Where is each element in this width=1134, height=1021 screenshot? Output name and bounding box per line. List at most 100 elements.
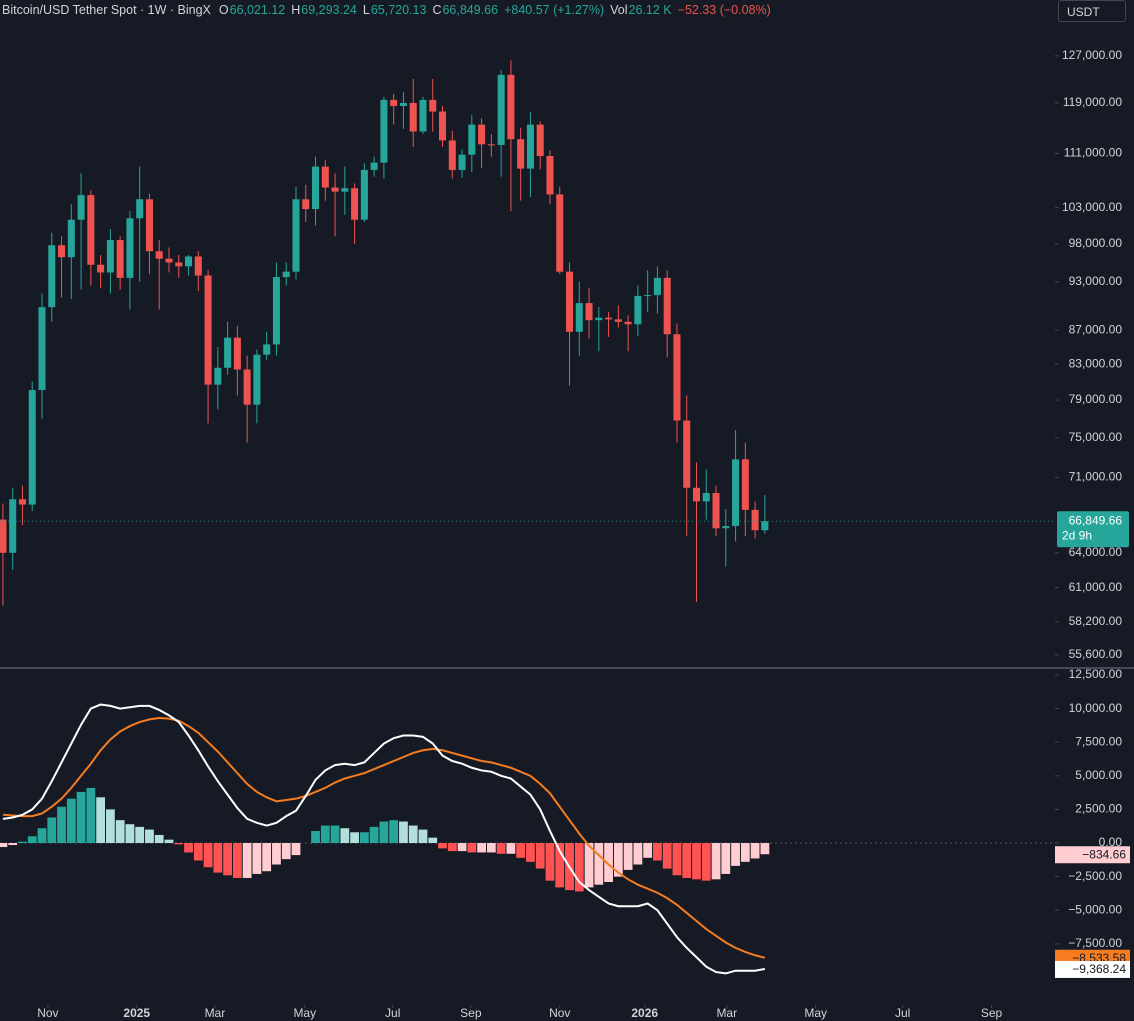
candle-body — [468, 124, 476, 155]
y-tick-label: 58,200.00 — [1069, 614, 1123, 628]
y-tick-label: 10,000.00 — [1069, 701, 1123, 715]
legend: Bitcoin/USD Tether Spot · 1W · BingX O66,… — [2, 3, 771, 17]
histogram-bar — [643, 843, 653, 858]
candle-body — [185, 256, 193, 267]
candle-body — [722, 526, 730, 529]
candle-body — [58, 245, 66, 258]
histogram-bar — [486, 843, 496, 853]
candle-body — [370, 162, 378, 170]
candle-body — [87, 195, 95, 265]
candle-body — [0, 519, 7, 553]
histogram-bar — [584, 843, 594, 888]
histogram-bar — [711, 843, 721, 880]
histogram-bar — [145, 829, 154, 844]
candle-body — [683, 420, 691, 488]
y-tick-label: 7,500.00 — [1075, 734, 1122, 748]
candle-body — [253, 354, 261, 405]
candle-body — [673, 334, 681, 421]
histogram-bar — [408, 825, 418, 844]
histogram-bar — [662, 843, 672, 869]
candle-body — [556, 194, 564, 272]
signal-line — [2, 717, 766, 959]
histogram-bar — [340, 828, 350, 844]
y-tick-label: 5,000.00 — [1075, 768, 1122, 782]
histogram-bar — [96, 797, 106, 844]
x-tick-label: Mar — [205, 1006, 226, 1020]
histogram-bar — [105, 809, 115, 844]
y-tick-label: 71,000.00 — [1069, 470, 1123, 484]
histogram-bar — [379, 821, 389, 844]
histogram-bar — [672, 843, 682, 876]
candle-body — [272, 277, 280, 345]
x-tick-label: Jul — [385, 1006, 400, 1020]
y-tick-label: 93,000.00 — [1069, 274, 1123, 288]
x-tick-label: Nov — [37, 1006, 58, 1020]
histogram-bar — [311, 830, 320, 844]
candle-body — [634, 295, 642, 325]
histogram-bar — [27, 836, 37, 844]
histogram-bar — [467, 843, 477, 853]
histogram-bar — [0, 843, 8, 848]
candle-body — [605, 317, 613, 320]
candle-body — [712, 492, 720, 529]
candle-body — [741, 459, 749, 510]
histogram-bar — [594, 843, 604, 885]
macd-badge — [1055, 960, 1130, 978]
candle-body — [126, 218, 134, 278]
currency-button[interactable]: USDT — [1058, 0, 1126, 22]
candle-body — [448, 140, 456, 170]
histogram-bar — [623, 843, 633, 870]
histogram-bar — [281, 843, 291, 860]
y-tick-label: 61,000.00 — [1069, 580, 1123, 594]
histogram-bar — [86, 787, 96, 844]
histogram-bar — [164, 839, 174, 844]
candle-body — [233, 337, 241, 370]
x-tick-label: May — [293, 1006, 316, 1020]
histogram-bar — [721, 843, 731, 874]
y-tick-label: 0.00 — [1099, 835, 1123, 849]
histogram-bar — [203, 843, 213, 868]
symbol: Bitcoin/USD Tether Spot · 1W · BingX — [2, 3, 211, 17]
histogram-bar — [154, 834, 164, 844]
candle-body — [546, 156, 554, 195]
histogram-bar — [174, 843, 184, 845]
candle-body — [224, 337, 232, 368]
candle-body — [67, 219, 75, 258]
candle-body — [116, 240, 124, 278]
candle-body — [438, 111, 447, 141]
vol-change: −52.33 (−0.08%) — [677, 3, 771, 17]
candle-body — [751, 509, 759, 531]
candle-body — [595, 317, 603, 321]
histogram-bar — [57, 806, 66, 844]
y-tick-label: 103,000.00 — [1062, 200, 1122, 214]
h-val: 69,293.24 — [301, 3, 357, 17]
histogram-bar — [750, 843, 760, 859]
histogram-bar — [633, 843, 643, 865]
histogram-badge — [1055, 846, 1130, 864]
histogram-bar — [555, 843, 565, 888]
histogram-bar — [369, 826, 379, 844]
histogram-bar — [330, 825, 340, 844]
candle-body — [106, 240, 114, 273]
l-val: 65,720.13 — [370, 3, 427, 17]
histogram-bar — [389, 820, 399, 844]
candle-body — [702, 492, 710, 502]
histogram-bar — [125, 824, 135, 844]
y-tick-label: 119,000.00 — [1063, 95, 1122, 109]
histogram-bar — [604, 843, 613, 883]
histogram-bar — [8, 843, 18, 846]
y-tick-label: 64,000.00 — [1069, 545, 1123, 559]
histogram-bar — [526, 843, 535, 862]
candle-body — [312, 166, 320, 210]
histogram-bar — [242, 843, 252, 878]
histogram-bar — [76, 791, 86, 844]
candle-body — [732, 459, 740, 527]
histogram-bar — [66, 798, 76, 844]
candle-body — [458, 154, 466, 170]
candle-body — [761, 521, 769, 531]
vol-key: Vol — [610, 3, 628, 17]
candle-body — [692, 487, 701, 502]
histogram-bar — [545, 843, 555, 881]
